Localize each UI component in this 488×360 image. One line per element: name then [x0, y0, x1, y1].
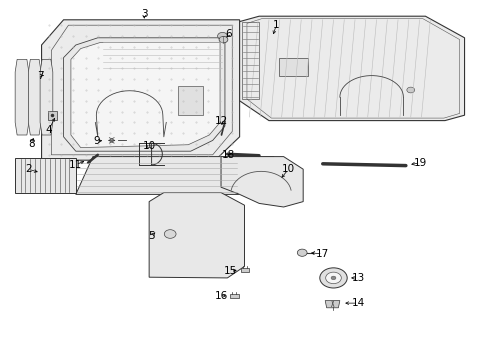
- Circle shape: [219, 36, 227, 43]
- Polygon shape: [325, 301, 339, 308]
- Text: 18: 18: [222, 150, 235, 160]
- Polygon shape: [15, 59, 29, 135]
- Polygon shape: [278, 58, 307, 76]
- Polygon shape: [63, 38, 224, 151]
- Polygon shape: [28, 59, 41, 135]
- Text: 1: 1: [272, 20, 279, 30]
- Polygon shape: [41, 20, 239, 160]
- Text: 7: 7: [37, 71, 43, 81]
- Polygon shape: [71, 42, 220, 148]
- Polygon shape: [149, 193, 244, 278]
- Circle shape: [319, 268, 346, 288]
- Text: 15: 15: [224, 266, 237, 276]
- Polygon shape: [229, 294, 238, 298]
- Text: 12: 12: [214, 116, 228, 126]
- Text: 11: 11: [69, 159, 82, 170]
- Circle shape: [325, 272, 341, 284]
- Polygon shape: [76, 157, 238, 194]
- Polygon shape: [240, 268, 249, 272]
- Polygon shape: [15, 158, 76, 193]
- Text: 2: 2: [25, 164, 32, 174]
- Text: 19: 19: [413, 158, 427, 168]
- Text: 17: 17: [315, 249, 329, 259]
- Text: 4: 4: [45, 125, 52, 135]
- Polygon shape: [238, 157, 276, 167]
- Text: 16: 16: [214, 291, 228, 301]
- Polygon shape: [221, 157, 303, 207]
- Text: 3: 3: [141, 9, 147, 19]
- Circle shape: [297, 249, 306, 256]
- Polygon shape: [40, 59, 53, 135]
- Text: 13: 13: [350, 273, 364, 283]
- Text: 5: 5: [148, 231, 155, 241]
- Circle shape: [406, 87, 414, 93]
- Polygon shape: [239, 16, 464, 121]
- Text: 8: 8: [28, 139, 35, 149]
- Circle shape: [217, 32, 227, 40]
- Text: 14: 14: [350, 298, 364, 308]
- Circle shape: [164, 230, 176, 238]
- Text: 6: 6: [225, 29, 232, 39]
- Text: 10: 10: [142, 141, 155, 151]
- Circle shape: [330, 276, 335, 280]
- Polygon shape: [178, 86, 203, 115]
- Text: 10: 10: [282, 164, 294, 174]
- Polygon shape: [48, 111, 57, 120]
- Text: 9: 9: [93, 136, 100, 146]
